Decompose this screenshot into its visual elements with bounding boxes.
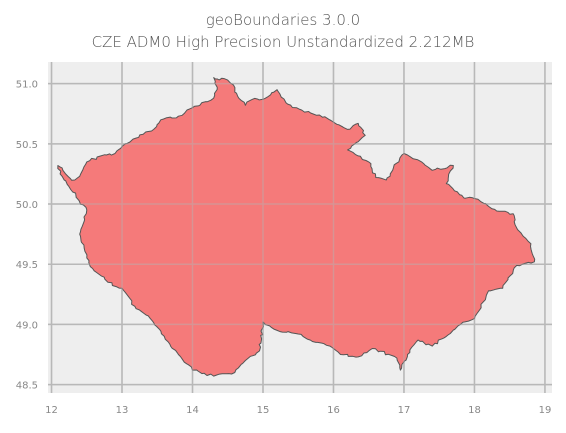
y-tick-label: 49.0 xyxy=(16,320,38,331)
y-tick-label: 49.5 xyxy=(16,260,38,271)
y-axis-ticks: 48.5 49.0 49.5 50.0 50.5 51.0 xyxy=(16,80,38,392)
x-tick-label: 16 xyxy=(327,405,340,416)
x-tick-label: 15 xyxy=(257,405,270,416)
chart-subtitle: CZE ADM0 High Precision Unstandardized 2… xyxy=(91,33,475,51)
grid-lines-overlay xyxy=(48,62,552,393)
x-tick-label: 13 xyxy=(116,405,129,416)
x-tick-label: 18 xyxy=(468,405,481,416)
y-tick-label: 50.5 xyxy=(16,140,38,151)
y-tick-label: 50.0 xyxy=(16,200,38,211)
y-tick-label: 48.5 xyxy=(16,381,38,392)
y-tick-label: 51.0 xyxy=(16,80,38,91)
x-tick-label: 12 xyxy=(45,405,58,416)
x-tick-label: 19 xyxy=(539,405,552,416)
x-tick-label: 17 xyxy=(398,405,411,416)
x-tick-label: 14 xyxy=(186,405,199,416)
chart-title: geoBoundaries 3.0.0 xyxy=(205,11,361,29)
country-boundary xyxy=(57,77,536,377)
x-axis-ticks: 12 13 14 15 16 17 18 19 xyxy=(45,405,551,416)
